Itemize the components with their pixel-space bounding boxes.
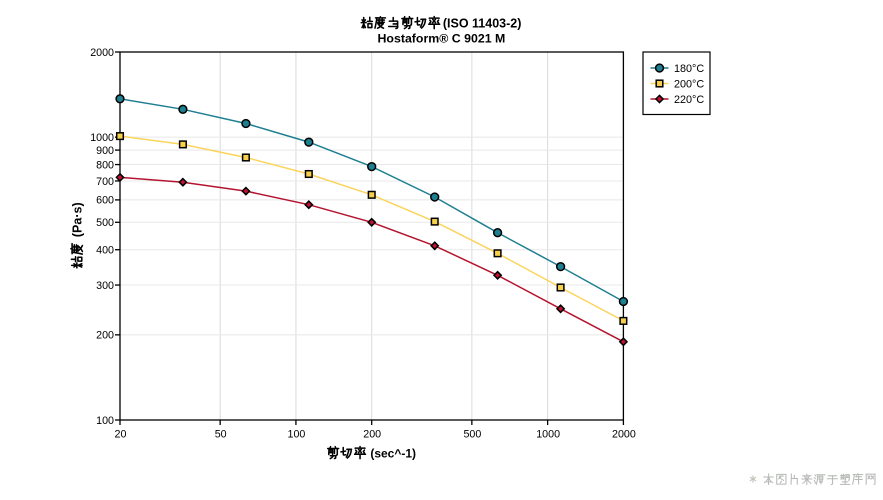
- svg-text:500: 500: [463, 428, 481, 440]
- svg-text:100: 100: [96, 415, 114, 427]
- svg-text:(ISO 11403-2): (ISO 11403-2): [439, 17, 521, 31]
- svg-text:Hostaform® C 9021 M: Hostaform® C 9021 M: [378, 32, 506, 46]
- svg-text:500: 500: [96, 217, 114, 229]
- svg-text:200°C: 200°C: [674, 78, 704, 90]
- svg-text:900: 900: [96, 145, 114, 157]
- svg-text:(sec^-1): (sec^-1): [367, 447, 416, 461]
- svg-text:700: 700: [96, 176, 114, 188]
- svg-text:1000: 1000: [90, 132, 114, 144]
- svg-text:600: 600: [96, 195, 114, 207]
- svg-text:(Pa·s): (Pa·s): [71, 202, 85, 240]
- svg-text:800: 800: [96, 159, 114, 171]
- svg-text:100: 100: [288, 428, 306, 440]
- svg-text:50: 50: [215, 428, 227, 440]
- svg-text:200: 200: [96, 330, 114, 342]
- svg-text:2000: 2000: [90, 47, 114, 59]
- svg-text:300: 300: [96, 280, 114, 292]
- svg-text:220°C: 220°C: [674, 94, 704, 106]
- svg-text:20: 20: [115, 428, 127, 440]
- svg-text:200: 200: [363, 428, 381, 440]
- svg-text:400: 400: [96, 245, 114, 257]
- svg-text:1000: 1000: [536, 428, 560, 440]
- svg-text:180°C: 180°C: [674, 63, 704, 75]
- svg-text:2000: 2000: [612, 428, 636, 440]
